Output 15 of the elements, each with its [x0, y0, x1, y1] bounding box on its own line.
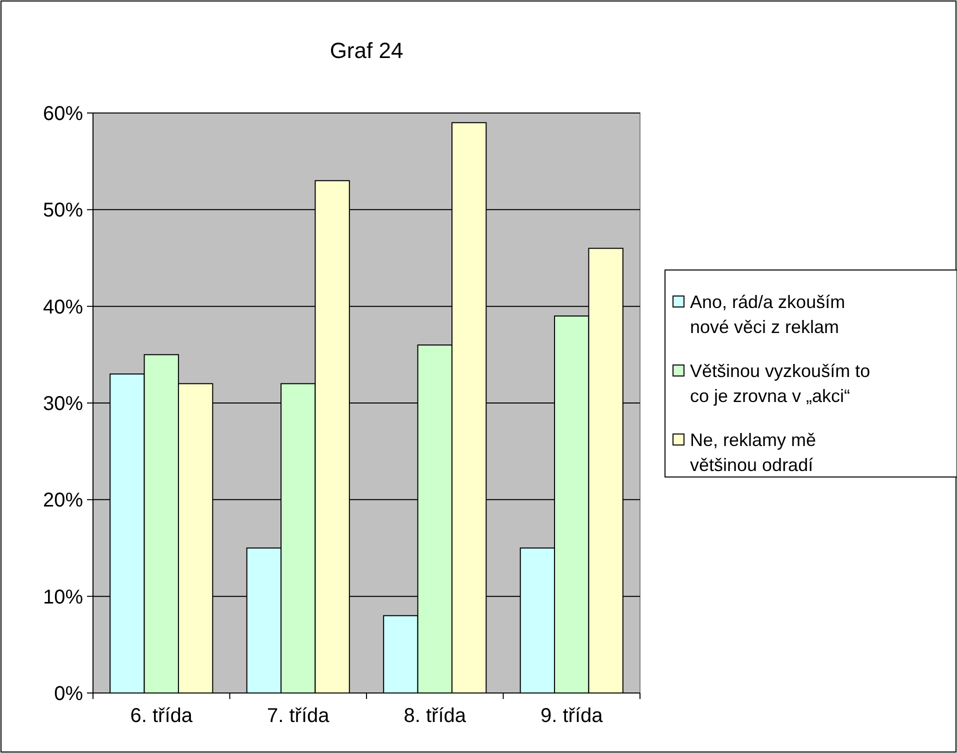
y-tick-label: 50%: [42, 200, 84, 222]
chart-title: Graf 24: [330, 38, 404, 63]
legend-label: Ne, reklamy mě většinou odradí: [690, 430, 816, 475]
y-tick-label: 60%: [42, 103, 84, 125]
y-tick-label: 0%: [54, 683, 84, 705]
y-tick-label: 30%: [42, 393, 84, 415]
x-tick-label: 6. třída: [130, 705, 194, 727]
y-tick-label: 40%: [42, 296, 84, 318]
legend-label: Většinou vyzkouším to co je zrovna v „akci“: [690, 361, 870, 406]
x-tick-label: 7. třída: [266, 705, 330, 727]
y-tick-label: 10%: [42, 586, 84, 608]
x-tick-label: 9. třída: [540, 705, 604, 727]
y-tick-label: 20%: [42, 490, 84, 512]
legend-label: Ano, rád/a zkouším nové věci z reklam: [690, 292, 846, 337]
x-tick-label: 8. třída: [404, 705, 467, 727]
